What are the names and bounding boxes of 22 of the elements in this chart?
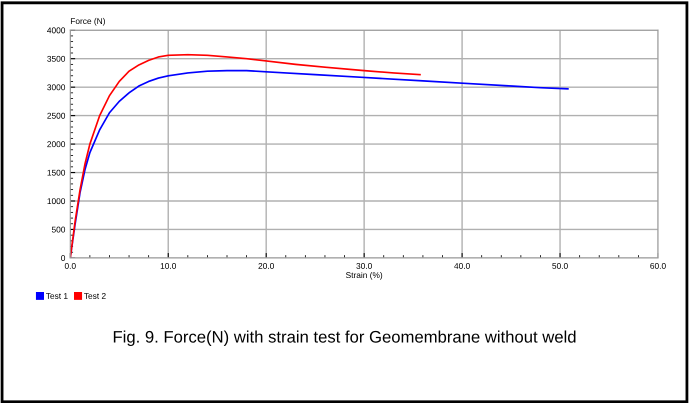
line-series bbox=[70, 54, 421, 258]
legend-label: Test 1 bbox=[46, 293, 68, 299]
y-tick-label: 3500 bbox=[47, 56, 66, 62]
x-tick-label: 50.0 bbox=[552, 263, 568, 269]
x-tick-label: 20.0 bbox=[258, 263, 274, 269]
x-tick-label: 30.0 bbox=[356, 263, 372, 269]
y-tick-label: 1000 bbox=[48, 198, 66, 204]
x-tick-label: 10.0 bbox=[160, 263, 176, 269]
y-tick-label: 4000 bbox=[47, 27, 66, 34]
y-axis-title: Force (N) bbox=[70, 18, 105, 26]
x-tick-label: 60.0 bbox=[650, 263, 666, 269]
y-tick-label: 500 bbox=[52, 226, 66, 233]
x-tick-label: 0.0 bbox=[64, 263, 76, 269]
y-tick-label: 0 bbox=[61, 255, 66, 262]
y-tick-label: 2500 bbox=[47, 112, 66, 119]
legend-label: Test 2 bbox=[84, 293, 106, 299]
y-tick-label: 2000 bbox=[47, 141, 66, 148]
y-tick-label: 1500 bbox=[48, 170, 66, 176]
caption: Fig. 9. Force(N) with strain test for Geomembrane without weld bbox=[114, 330, 576, 346]
x-tick-label: 40.0 bbox=[454, 263, 470, 269]
x-axis-title: Strain (%) bbox=[346, 272, 382, 280]
y-tick-label: 3000 bbox=[47, 84, 66, 90]
